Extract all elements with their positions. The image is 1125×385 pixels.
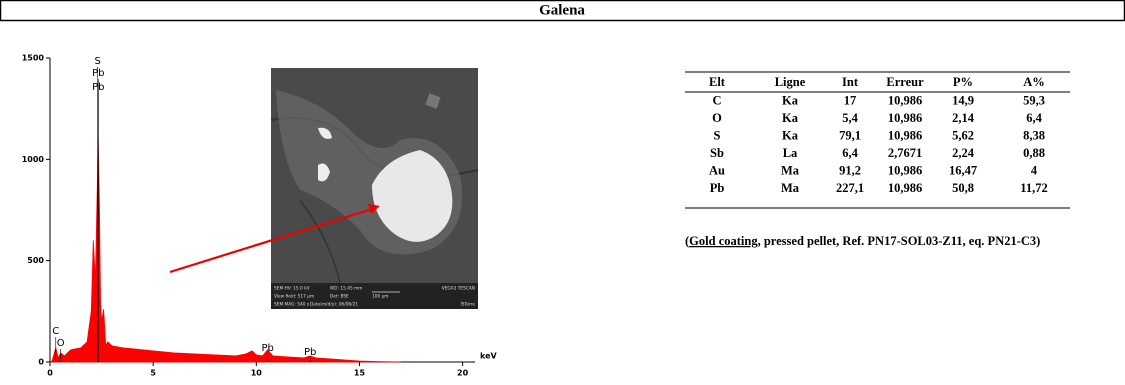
table-header: Erreur — [886, 75, 924, 89]
table-header: Elt — [709, 75, 726, 89]
sem-info: WD: 15.45 mm — [330, 286, 362, 292]
x-tick-label: 5 — [150, 369, 156, 378]
x-tick-label: 20 — [457, 369, 469, 378]
table-cell: Ka — [782, 128, 799, 142]
table-header: A% — [1023, 75, 1045, 89]
table-cell: 5,4 — [842, 111, 858, 125]
table-cell: 91,2 — [839, 163, 861, 177]
sem-info: SEM HV: 15.0 kV — [274, 286, 310, 292]
peak-label: S — [94, 56, 100, 67]
table-cell: 10,986 — [888, 163, 922, 177]
peak-label: O — [57, 338, 65, 349]
y-tick-label: 1500 — [22, 54, 45, 63]
table-cell: 16,47 — [949, 163, 977, 177]
y-tick-label: 0 — [38, 358, 44, 367]
table-cell: C — [712, 93, 721, 107]
sem-info: SEM MAG: 540 x — [274, 302, 310, 308]
x-tick-label: 15 — [354, 369, 366, 378]
sem-info: ISTerre — [460, 302, 475, 308]
table-cell: 10,986 — [888, 93, 922, 107]
sem-image — [271, 68, 478, 309]
x-tick-label: 0 — [47, 369, 53, 378]
table-cell: 14,9 — [952, 93, 974, 107]
table-cell: 79,1 — [839, 128, 861, 142]
table-cell: Ka — [782, 93, 799, 107]
peak-label: Pb — [304, 347, 316, 358]
table-cell: 4 — [1031, 163, 1038, 177]
table-cell: 8,38 — [1023, 128, 1045, 142]
table-cell: 227,1 — [836, 181, 864, 195]
table-cell: 5,62 — [952, 128, 974, 142]
table-cell: Pb — [710, 181, 725, 195]
table-cell: 50,8 — [952, 181, 974, 195]
table-cell: La — [783, 146, 798, 160]
caption-emphasis: Gold coating — [689, 234, 758, 248]
sem-info: VEGA3 TESCAN — [442, 286, 475, 292]
peak-label: Pb — [92, 68, 104, 79]
table-cell: 2,24 — [952, 146, 975, 160]
sem-info: 100 µm — [372, 294, 389, 300]
table-cell: 6,4 — [1026, 111, 1042, 125]
table-header: Int — [842, 75, 859, 89]
table-cell: 2,7671 — [888, 146, 922, 160]
table-cell: 59,3 — [1023, 93, 1045, 107]
x-tick-label: 10 — [251, 369, 263, 378]
table-cell: O — [712, 111, 722, 125]
y-tick-label: 500 — [27, 256, 44, 265]
table-cell: 11,72 — [1020, 181, 1047, 195]
table-header: Ligne — [775, 75, 806, 89]
table-cell: 2,14 — [952, 111, 975, 125]
table-cell: 10,986 — [888, 111, 922, 125]
caption-rest: , pressed pellet, Ref. PN17-SOL03-Z11, e… — [758, 234, 1041, 248]
y-tick-label: 1000 — [22, 155, 45, 164]
table-cell: 0,88 — [1023, 146, 1045, 160]
peak-label: Pb — [92, 82, 104, 93]
table-cell: Sb — [710, 146, 724, 160]
figure-canvas: Galena (Gold coating, pressed pellet, Re… — [0, 0, 1125, 380]
table-cell: Ka — [782, 111, 799, 125]
table-cell: S — [714, 128, 721, 142]
x-unit: keV — [480, 352, 498, 361]
figure: Galena (Gold coating, pressed pellet, Re… — [0, 0, 1125, 380]
table-header: P% — [953, 75, 973, 89]
sem-info: View field: 517 µm — [274, 294, 314, 300]
table-cell: 10,986 — [888, 181, 922, 195]
peak-label: C — [52, 326, 59, 337]
table-cell: 6,4 — [842, 146, 858, 160]
table-cell: Ma — [781, 163, 800, 177]
sem-info: Det: BSE — [330, 294, 349, 300]
title: Galena — [539, 2, 585, 18]
sem-info: Date(m/d/y): 06/08/21 — [310, 302, 358, 308]
table-cell: 10,986 — [888, 128, 922, 142]
peak-label: Pb — [261, 343, 273, 354]
table-cell: Ma — [781, 181, 800, 195]
caption: (Gold coating, pressed pellet, Ref. PN17… — [685, 234, 1040, 248]
table-cell: 17 — [844, 93, 857, 107]
table-cell: Au — [709, 163, 725, 177]
